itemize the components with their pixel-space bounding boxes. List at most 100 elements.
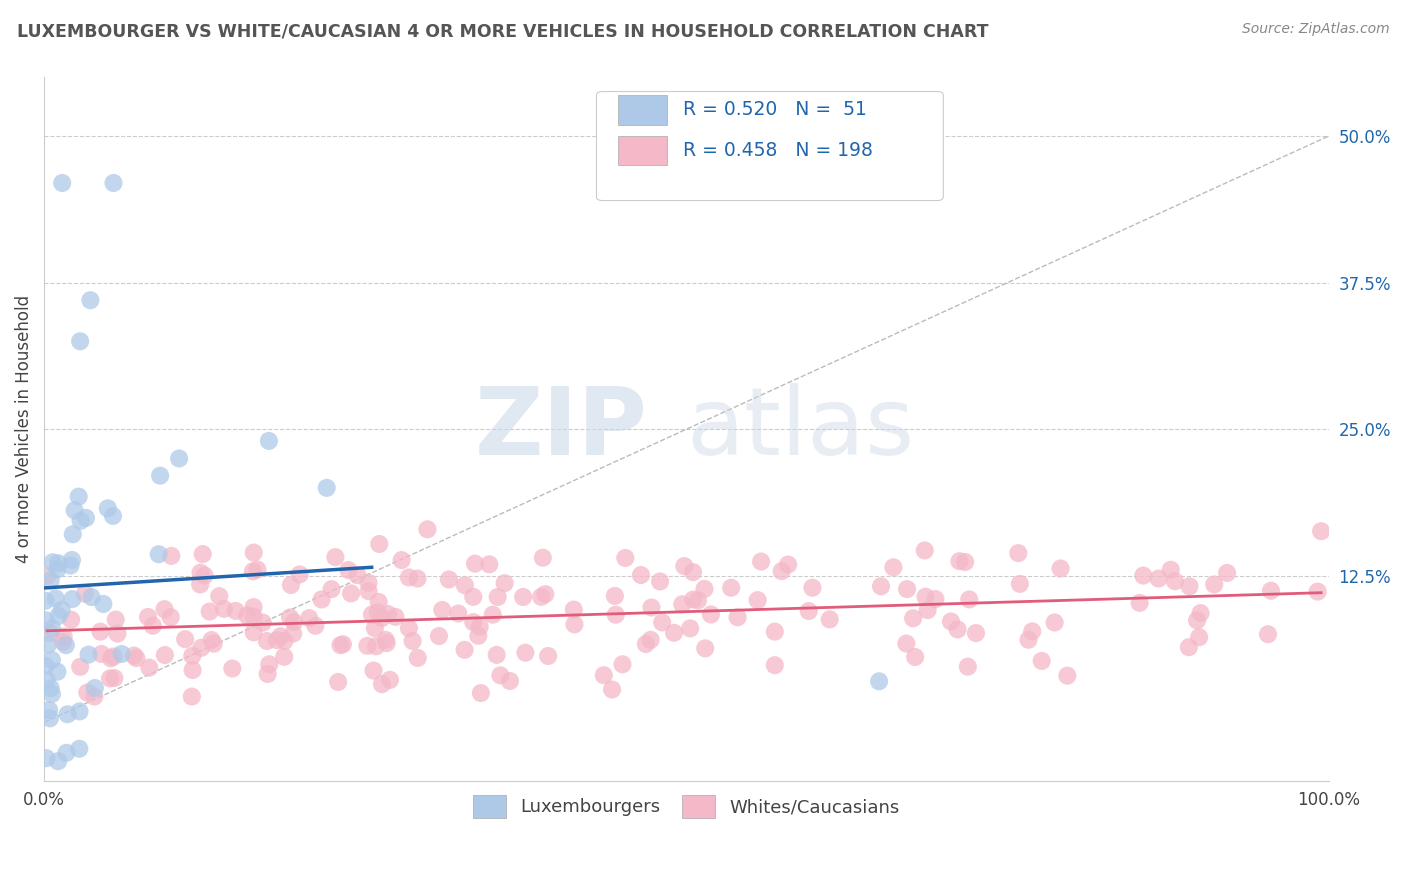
Point [486,590,509,604]
Point [1164,574,1187,589]
Point [69,334,91,349]
Point [202,637,225,651]
Point [142,618,165,632]
Point [868,674,890,689]
Point [530,590,553,604]
Point [364,621,387,635]
Point [770,564,793,578]
Point [797,604,820,618]
Point [160,549,183,563]
Point [673,559,696,574]
Point [630,568,652,582]
FancyBboxPatch shape [596,92,943,201]
Text: LUXEMBOURGER VS WHITE/CAUCASIAN 4 OR MORE VEHICLES IN HOUSEHOLD CORRELATION CHAR: LUXEMBOURGER VS WHITE/CAUCASIAN 4 OR MOR… [17,22,988,40]
Point [651,615,673,630]
Point [377,607,399,621]
Point [640,600,662,615]
Point [52,635,75,649]
Point [605,607,627,622]
Point [946,623,969,637]
Point [332,637,354,651]
Point [136,610,159,624]
Point [406,651,429,665]
Point [167,451,190,466]
Point [67,490,90,504]
Point [367,606,389,620]
Text: ZIP: ZIP [475,384,648,475]
Point [463,590,485,604]
Point [76,685,98,699]
Point [194,568,217,582]
Point [378,673,401,687]
Point [499,673,522,688]
Point [357,584,380,599]
Point [904,650,927,665]
Point [69,660,91,674]
Point [1185,613,1208,627]
Point [60,553,83,567]
Point [242,609,264,624]
Point [515,646,537,660]
Point [181,648,204,663]
Point [464,557,486,571]
Point [259,657,281,672]
Point [763,624,786,639]
Point [1310,524,1333,539]
Point [1306,584,1329,599]
Point [46,562,69,576]
Point [432,603,454,617]
Point [103,671,125,685]
Point [63,503,86,517]
Point [603,589,626,603]
Point [69,705,91,719]
Point [304,619,326,633]
Point [273,649,295,664]
Point [494,576,516,591]
Point [246,562,269,576]
Bar [619,136,666,165]
Point [46,665,69,679]
Point [212,602,235,616]
Point [1031,654,1053,668]
Point [592,668,614,682]
Point [1056,668,1078,682]
Point [470,686,492,700]
Point [138,660,160,674]
Point [97,501,120,516]
Point [288,567,311,582]
Point [391,553,413,567]
Point [356,639,378,653]
Point [924,592,946,607]
Point [83,681,105,695]
Point [1260,583,1282,598]
Point [401,634,423,648]
Point [468,620,491,634]
Point [1189,606,1212,620]
Point [48,609,70,624]
Point [384,610,406,624]
Point [52,630,75,644]
Point [614,551,637,566]
Point [56,707,79,722]
Point [100,651,122,665]
Point [1049,561,1071,575]
Point [283,615,305,629]
Point [51,603,73,617]
Point [328,675,350,690]
Point [73,587,96,601]
Point [727,610,749,624]
Point [67,741,90,756]
Point [917,603,939,617]
Point [266,633,288,648]
Point [200,633,222,648]
Point [35,673,58,687]
Point [367,595,389,609]
Point [914,543,936,558]
Point [896,582,918,596]
Point [174,632,197,647]
Point [41,687,63,701]
Point [75,511,97,525]
Point [208,589,231,603]
Point [720,581,742,595]
Point [363,664,385,678]
